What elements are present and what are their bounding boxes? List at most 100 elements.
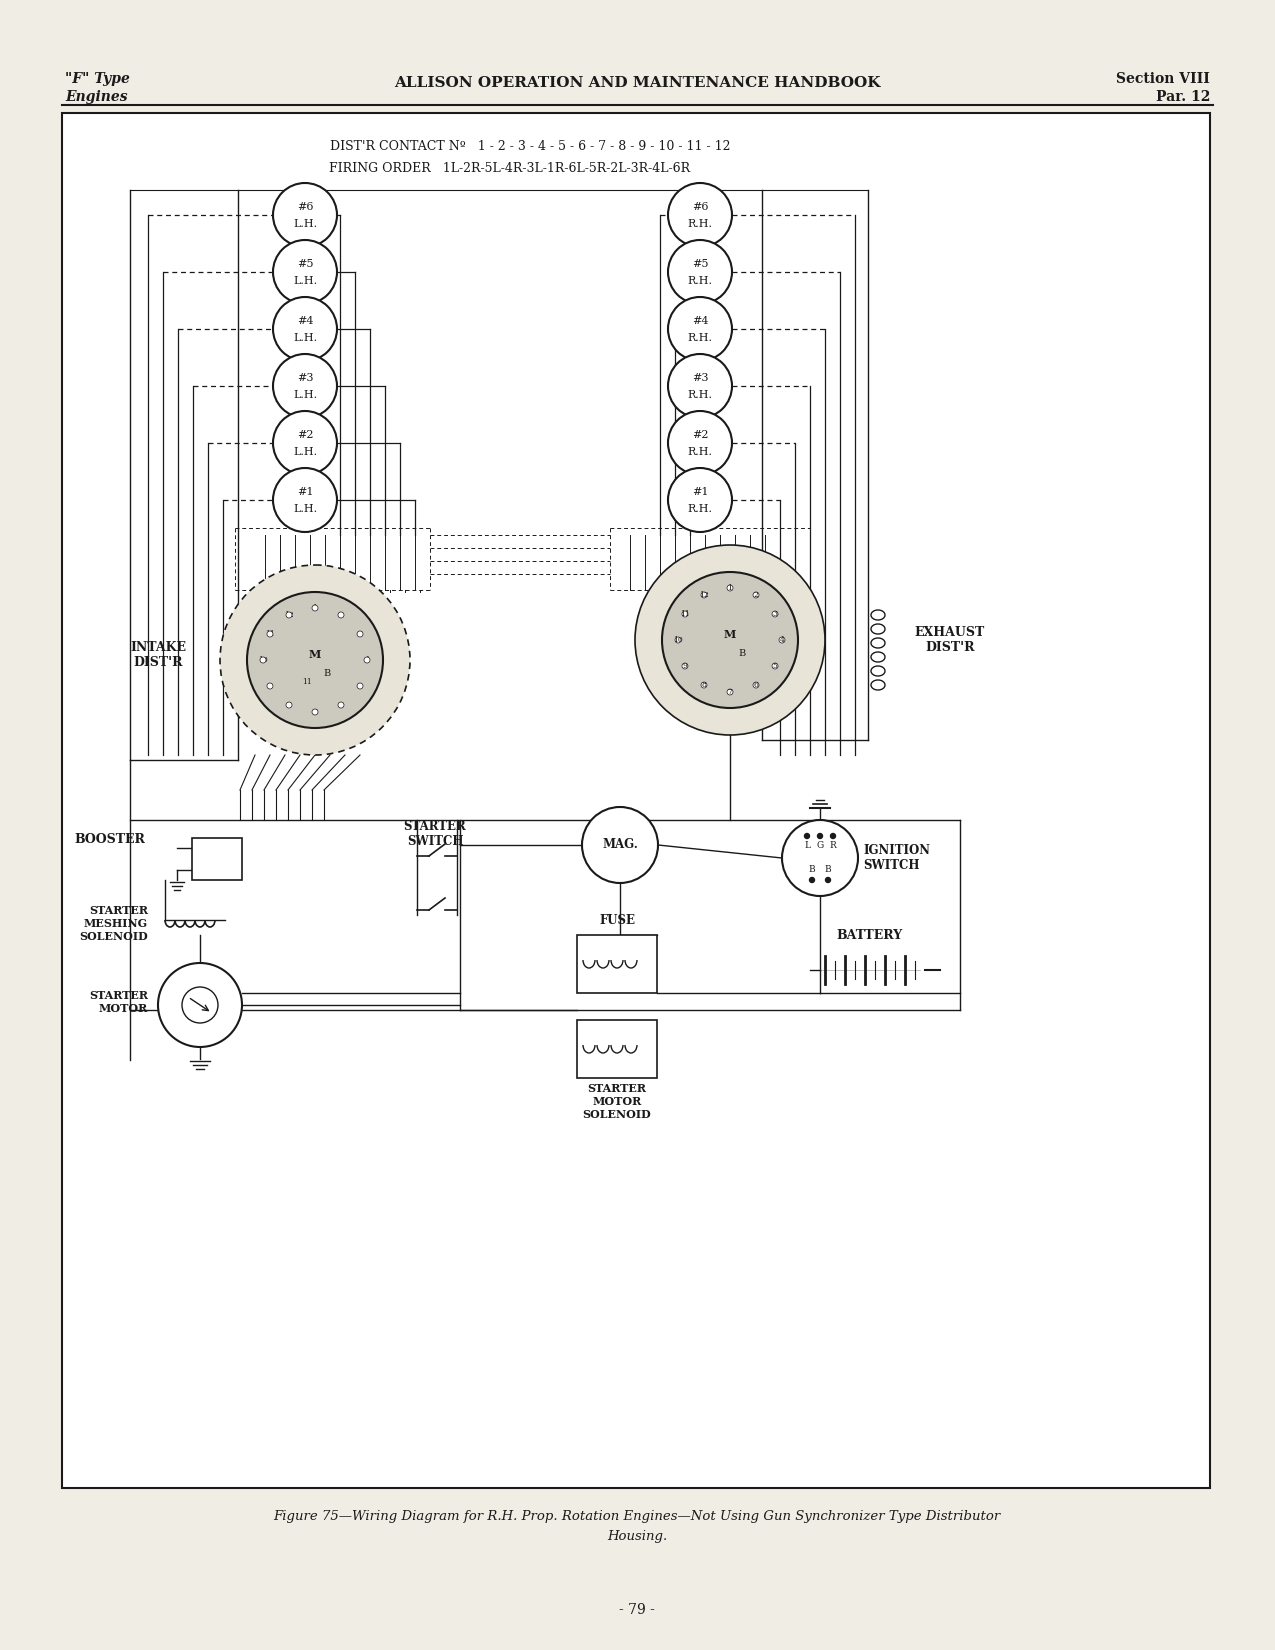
Text: L.H.: L.H. [293,219,317,229]
Circle shape [273,297,337,361]
Text: 5: 5 [357,681,362,690]
Text: #5: #5 [692,259,708,269]
Text: L.H.: L.H. [293,389,317,399]
Text: R.H.: R.H. [687,219,713,229]
Text: BATTERY: BATTERY [836,929,903,942]
Text: R.H.: R.H. [687,503,713,515]
Circle shape [727,690,733,695]
Circle shape [286,701,292,708]
Text: 2: 2 [754,591,759,599]
Text: 5: 5 [773,662,778,670]
Text: 3: 3 [773,610,778,619]
Circle shape [701,681,708,688]
Text: 11: 11 [302,678,312,686]
Text: Par. 12: Par. 12 [1155,91,1210,104]
Circle shape [830,833,835,838]
Text: STARTER
MOTOR
SOLENOID: STARTER MOTOR SOLENOID [583,1082,652,1120]
Text: 7: 7 [312,708,317,716]
Circle shape [779,637,785,644]
Text: #4: #4 [297,317,314,327]
Circle shape [266,630,273,637]
Text: 8: 8 [287,701,292,710]
Circle shape [682,663,688,668]
Circle shape [260,657,266,663]
Circle shape [273,355,337,417]
Circle shape [338,612,344,619]
Text: 8: 8 [701,681,706,690]
Text: - 79 -: - 79 - [620,1604,655,1617]
Text: B: B [825,866,831,874]
Text: #4: #4 [692,317,708,327]
Text: STARTER
MESHING
SOLENOID: STARTER MESHING SOLENOID [79,904,148,942]
Text: 1: 1 [312,604,317,612]
Circle shape [817,833,822,838]
Circle shape [668,469,732,531]
Text: DIST'R CONTACT Nº   1 - 2 - 3 - 4 - 5 - 6 - 7 - 8 - 9 - 10 - 11 - 12: DIST'R CONTACT Nº 1 - 2 - 3 - 4 - 5 - 6 … [330,140,731,153]
Text: R.H.: R.H. [687,447,713,457]
Circle shape [773,610,778,617]
Circle shape [668,355,732,417]
Circle shape [773,663,778,668]
Text: 3: 3 [357,630,362,639]
Circle shape [662,573,798,708]
Text: 10: 10 [673,635,683,644]
Circle shape [357,683,363,690]
Text: ALLISON OPERATION AND MAINTENANCE HANDBOOK: ALLISON OPERATION AND MAINTENANCE HANDBO… [394,76,880,91]
Text: #6: #6 [297,201,314,211]
Circle shape [286,612,292,619]
Circle shape [273,411,337,475]
Text: Housing.: Housing. [607,1530,667,1543]
Circle shape [581,807,658,883]
Text: R: R [830,842,836,850]
Text: Section VIII: Section VIII [1116,73,1210,86]
Circle shape [182,987,218,1023]
Text: 2: 2 [339,610,343,619]
Text: L.H.: L.H. [293,503,317,515]
Text: B: B [324,670,330,678]
Text: Figure 75—Wiring Diagram for R.H. Prop. Rotation Engines—Not Using Gun Synchroni: Figure 75—Wiring Diagram for R.H. Prop. … [273,1510,1001,1523]
Circle shape [363,657,370,663]
Text: B: B [808,866,815,874]
Circle shape [668,239,732,304]
Text: 12: 12 [699,591,709,599]
Circle shape [825,878,830,883]
Circle shape [674,637,681,644]
Text: EXHAUST
DIST'R: EXHAUST DIST'R [915,625,986,653]
Bar [62,112,1210,1488]
Text: L: L [805,842,810,850]
Circle shape [754,681,759,688]
Circle shape [273,469,337,531]
Text: R.H.: R.H. [687,276,713,285]
Text: 11: 11 [265,630,275,639]
Text: 7: 7 [728,688,732,696]
Text: 4: 4 [365,657,370,663]
Circle shape [805,833,810,838]
Text: FUSE: FUSE [599,914,635,927]
Text: IGNITION
SWITCH: IGNITION SWITCH [863,845,929,871]
Circle shape [247,592,382,728]
Circle shape [357,630,363,637]
Text: #2: #2 [297,431,314,441]
Text: M: M [724,630,736,640]
Circle shape [682,610,688,617]
Circle shape [782,820,858,896]
Text: FIRING ORDER   1L-2R-5L-4R-3L-1R-6L-5R-2L-3R-4L-6R: FIRING ORDER 1L-2R-5L-4R-3L-1R-6L-5R-2L-… [329,162,691,175]
Text: #1: #1 [692,487,708,497]
Text: #5: #5 [297,259,314,269]
Text: L.H.: L.H. [293,333,317,343]
Circle shape [312,710,317,714]
Circle shape [810,878,815,883]
Text: M: M [309,650,321,660]
Circle shape [701,592,708,597]
Text: #1: #1 [297,487,314,497]
Circle shape [273,183,337,248]
Text: STARTER
SWITCH: STARTER SWITCH [404,820,467,848]
Circle shape [668,183,732,248]
Circle shape [668,411,732,475]
Bar [578,1020,657,1077]
Text: MAG.: MAG. [602,838,638,851]
Text: B: B [738,650,746,658]
Circle shape [273,239,337,304]
Circle shape [312,606,317,610]
Text: #3: #3 [692,373,708,383]
